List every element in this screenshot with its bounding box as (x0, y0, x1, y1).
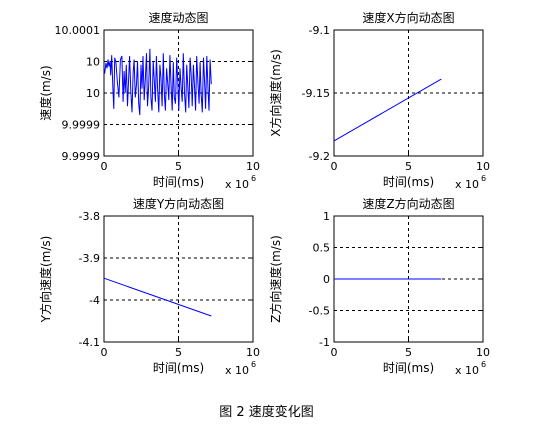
chart2-y-axis-label: X方向速度(m/s) (268, 49, 283, 137)
chart3-series-line (103, 277, 212, 317)
figure-caption: 图 2 速度变化图 (219, 405, 314, 420)
chart2-x-tick-label: 5 (405, 160, 412, 173)
chart2-x-multiplier: x 10 (455, 178, 479, 191)
chart1-x-tick-label: 10 (246, 160, 260, 173)
chart1-y-axis-label: 速度(m/s) (38, 65, 53, 120)
chart1-series-line (104, 48, 212, 116)
chart2-x-multiplier-exponent: 6 (481, 174, 486, 183)
chart3-y-axis-label: Y方向速度(m/s) (38, 236, 53, 324)
chart3-x-multiplier: x 10 (225, 364, 249, 377)
chart1-x-tick-label: 5 (175, 160, 182, 173)
chart4-y-tick-label: -0.5 (309, 305, 330, 318)
chart4-y-tick-label: 0 (323, 273, 330, 286)
chart3-y-tick-label: -3.9 (79, 252, 100, 265)
chart2-x-axis-label: 时间(ms) (383, 175, 434, 189)
chart4-y-tick-label: 1 (323, 210, 330, 223)
chart4-x-axis-label: 时间(ms) (383, 361, 434, 375)
chart3-y-tick-label: -4 (89, 294, 100, 307)
chart1-y-tick-label: 10.0001 (55, 24, 101, 37)
chart4-y-tick-label: 0.5 (313, 242, 331, 255)
chart2-x-tick-label: 0 (331, 160, 338, 173)
chart2-y-tick-label: -9.1 (309, 24, 330, 37)
chart1-x-axis-label: 时间(ms) (153, 175, 204, 189)
chart1-x-multiplier-exponent: 6 (251, 174, 256, 183)
chart3-x-axis-label: 时间(ms) (153, 361, 204, 375)
chart2-y-tick-label: -9.15 (302, 87, 330, 100)
chart3-x-multiplier-exponent: 6 (251, 360, 256, 369)
chart3-x-tick-label: 5 (175, 346, 182, 359)
chart1-x-tick-label: 0 (101, 160, 108, 173)
chart1-y-tick-label: 9.9999 (62, 119, 101, 132)
chart3-x-tick-label: 0 (101, 346, 108, 359)
chart1-y-tick-label: 10 (86, 87, 100, 100)
chart2-title: 速度X方向动态图 (362, 10, 454, 25)
chart3-x-tick-label: 10 (246, 346, 260, 359)
chart4-x-multiplier-exponent: 6 (481, 360, 486, 369)
chart2-x-tick-label: 10 (476, 160, 490, 173)
chart1-y-tick-label: 9.9999 (62, 150, 101, 163)
chart2-series-line (333, 78, 442, 142)
chart4-x-tick-label: 10 (476, 346, 490, 359)
chart4-x-multiplier: x 10 (455, 364, 479, 377)
chart4-x-tick-label: 0 (331, 346, 338, 359)
chart4-y-axis-label: Z方向速度(m/s) (268, 235, 283, 323)
chart4-title: 速度Z方向动态图 (362, 196, 454, 211)
chart3-y-tick-label: -3.8 (79, 210, 100, 223)
chart1-title: 速度动态图 (148, 10, 208, 25)
chart1-y-tick-label: 10 (86, 56, 100, 69)
chart1-x-multiplier: x 10 (225, 178, 249, 191)
chart3-y-tick-label: -4.1 (79, 336, 100, 349)
chart4-y-tick-label: -1 (319, 336, 330, 349)
chart4-x-tick-label: 5 (405, 346, 412, 359)
chart2-y-tick-label: -9.2 (309, 150, 330, 163)
chart3-title: 速度Y方向动态图 (133, 196, 224, 211)
